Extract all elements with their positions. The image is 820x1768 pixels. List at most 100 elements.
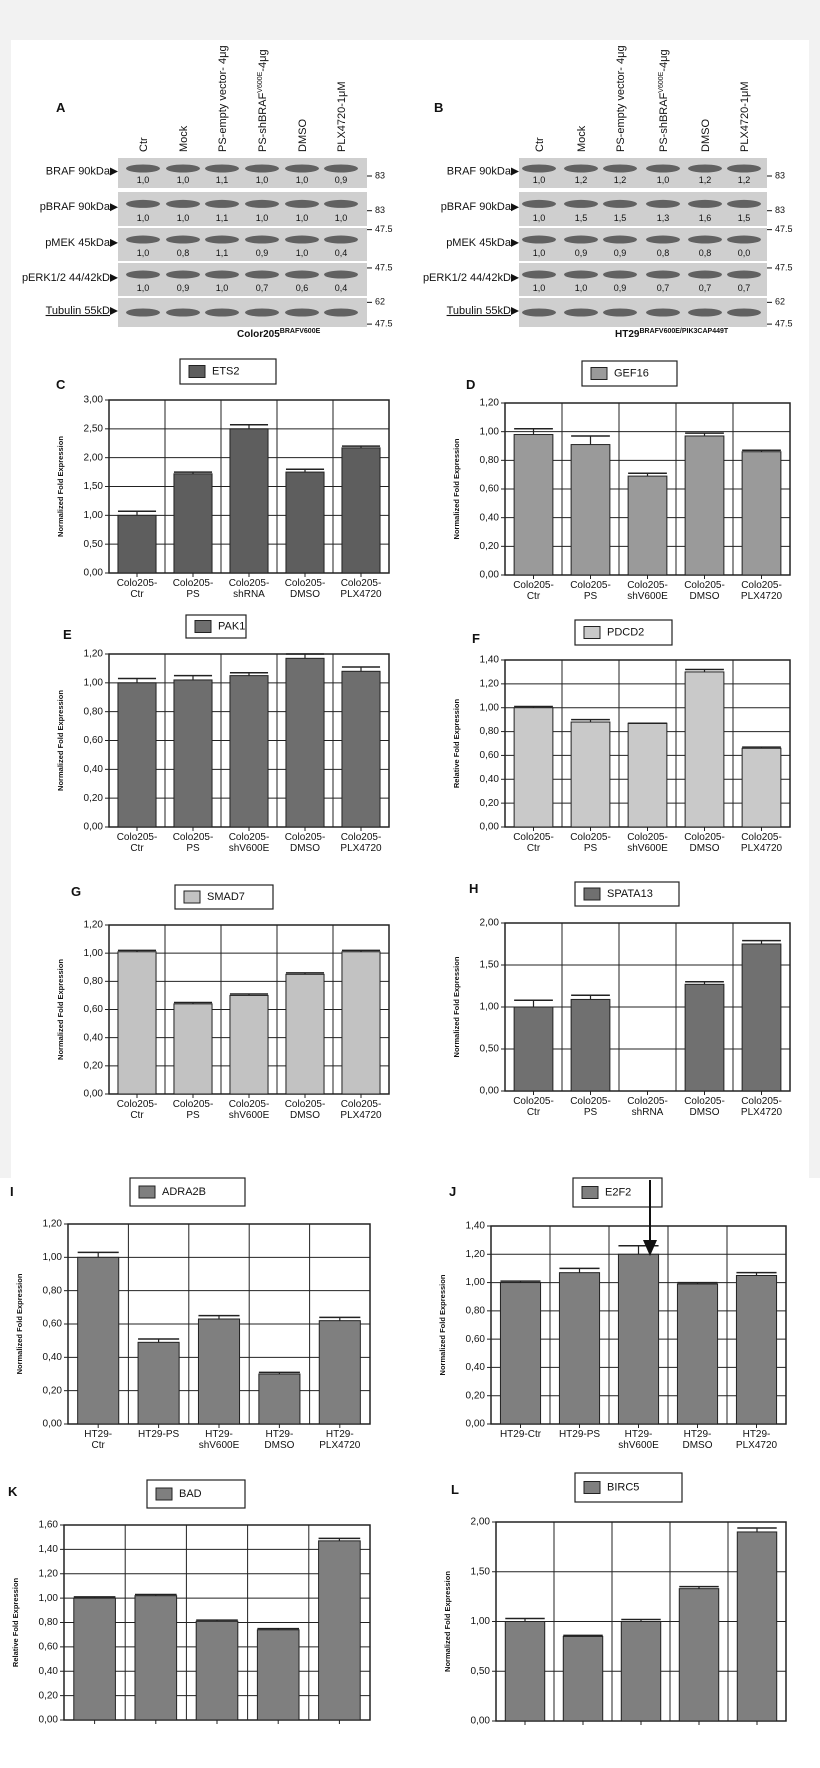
lane-label: PS-shBRAFV600E-4μg (658, 49, 670, 152)
blot-band (166, 164, 200, 173)
lane-label: Mock (576, 125, 588, 152)
bar (499, 1282, 542, 1425)
error-bar (563, 1634, 603, 1637)
row-label: BRAF 90kDa (46, 165, 111, 177)
blot-caption: Color205BRAFV600E (237, 328, 321, 340)
error-bar (742, 449, 781, 452)
panel-letter: H (469, 881, 478, 896)
bar (341, 447, 381, 574)
blot-band (522, 270, 556, 279)
x-tick-label: Colo205-PS (570, 580, 611, 602)
x-tick-label: HT29-Ctr (500, 1429, 542, 1440)
x-tick-label: Colo205-Ctr (117, 832, 158, 854)
blot-quant: 1,3 (657, 213, 670, 223)
blot-quant: 0,7 (657, 283, 670, 293)
y-tick-label: 1,00 (480, 702, 500, 713)
blot-quant: 1,2 (614, 175, 627, 185)
blot-quant: 1,0 (137, 175, 150, 185)
blot-band (727, 164, 761, 173)
x-tick-label: Colo205-Ctr (117, 578, 158, 600)
y-tick-label: 1,40 (39, 1544, 59, 1555)
error-bar (628, 472, 667, 477)
blot-band (166, 270, 200, 279)
blot-band (205, 199, 239, 208)
x-tick-label-line: HT29- (625, 1429, 653, 1440)
blot-band (324, 235, 358, 244)
lane-label-sup: V600E (257, 71, 264, 92)
x-tick-label-line: PLX4720 (741, 1107, 783, 1118)
x-tick-label: Colo205-shV600E (627, 580, 668, 602)
y-axis-label: Normalized Fold Expression (15, 1273, 24, 1374)
x-tick-label-line: shRNA (632, 1107, 664, 1118)
blot-band (564, 164, 598, 173)
x-tick-label: HT29-PLX4720 (319, 1429, 361, 1451)
row-label: Tubulin 55kD (46, 305, 110, 317)
y-tick-label: 2,00 (471, 1517, 491, 1528)
marker-label: 62 (375, 297, 385, 307)
blot-band (166, 308, 200, 317)
error-bar (677, 1281, 718, 1284)
blot-band (688, 235, 722, 244)
blot-quant: 1,0 (296, 248, 309, 258)
bar (73, 1597, 116, 1721)
x-tick-label: HT29-DMSO (683, 1429, 713, 1451)
x-tick-label-line: Colo205- (341, 832, 382, 843)
blot-quant: 0,9 (614, 283, 627, 293)
blot-band (564, 308, 598, 317)
x-tick-label-line: Ctr (130, 589, 144, 600)
x-tick-label-line: Colo205- (513, 1096, 554, 1107)
x-tick-label: HT29-PS (138, 1429, 179, 1440)
error-bar (77, 1251, 119, 1258)
row-arrow (110, 203, 118, 212)
caption-text: Color205 (237, 329, 280, 340)
blot-quant: 0,9 (575, 248, 588, 258)
bar (617, 1253, 660, 1425)
row-label: pERK1/2 44/42kD (22, 272, 110, 284)
error-bar (134, 1593, 177, 1596)
x-tick-label-line: Colo205- (285, 578, 326, 589)
blot-band (245, 164, 279, 173)
blot-quant: 1,0 (296, 175, 309, 185)
x-tick-label-line: Colo205- (741, 1096, 782, 1107)
x-tick-label-line: PLX4720 (741, 591, 783, 602)
blot-quant: 0,8 (699, 248, 712, 258)
error-bar (229, 671, 269, 676)
blot-strip (118, 158, 367, 188)
x-tick-label-line: Ctr (527, 843, 541, 854)
blot-band (564, 235, 598, 244)
lane-label-text: PS-shBRAF (257, 92, 269, 152)
bar (229, 994, 269, 1095)
x-tick-label: Colo205-PS (570, 1096, 611, 1118)
panel-letter: G (71, 884, 81, 899)
blot-band (324, 308, 358, 317)
y-tick-label: 0,00 (466, 1419, 486, 1430)
blot-band (603, 308, 637, 317)
blot-strip (519, 263, 767, 296)
lane-label-sup: V600E (658, 71, 665, 92)
lane-label: Ctr (534, 137, 546, 152)
caption-sup: BRAFV600E/PIK3CAP449T (639, 328, 728, 335)
bar (570, 998, 611, 1092)
panel-letter: J (449, 1184, 456, 1199)
x-tick-label: Colo205-shV600E (229, 832, 270, 854)
x-tick-label-line: shV600E (627, 843, 668, 854)
legend-swatch (583, 626, 601, 639)
x-tick-label: Colo205-shV600E (627, 832, 668, 854)
x-tick-label-line: Colo205- (285, 1099, 326, 1110)
blot-band (727, 308, 761, 317)
y-tick-label: 1,00 (43, 1252, 63, 1263)
y-tick-label: 1,00 (84, 948, 104, 959)
y-tick-label: 0,00 (84, 1089, 104, 1100)
blot-band (646, 308, 680, 317)
bar (285, 973, 325, 1095)
error-bar (685, 432, 724, 436)
blot-band (603, 199, 637, 208)
bar (735, 1275, 778, 1425)
y-tick-label: 0,20 (466, 1390, 486, 1401)
y-tick-label: 0,40 (466, 1362, 486, 1373)
marker-label: 47.5 (775, 262, 793, 272)
blot-strip (519, 158, 767, 188)
legend-label: SMAD7 (207, 891, 245, 903)
x-tick-label-line: Colo205- (173, 578, 214, 589)
x-tick-label-line: Colo205- (117, 578, 158, 589)
